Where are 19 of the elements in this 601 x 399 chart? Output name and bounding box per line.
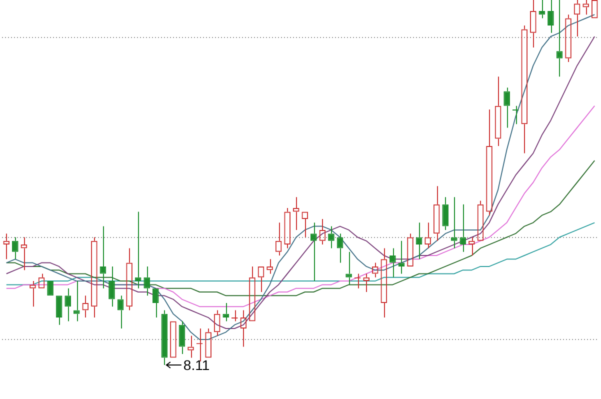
candlestick <box>56 296 62 326</box>
annotation: 8.11 <box>183 356 210 373</box>
candlestick <box>504 87 510 128</box>
candlestick <box>144 266 150 296</box>
candlestick <box>442 196 449 230</box>
candlestick <box>108 266 115 308</box>
candlestick <box>117 295 124 329</box>
candlestick <box>161 310 168 366</box>
candlestick <box>152 288 159 318</box>
candlestick <box>556 0 563 78</box>
candlestick <box>12 236 18 260</box>
candlestick <box>100 226 106 289</box>
candlestick <box>346 251 352 286</box>
candlestick <box>548 0 554 34</box>
candlestick <box>178 320 186 355</box>
candlestick <box>64 288 72 322</box>
candlestick <box>450 196 458 249</box>
candlestick <box>222 302 230 322</box>
candlestick <box>73 280 80 322</box>
